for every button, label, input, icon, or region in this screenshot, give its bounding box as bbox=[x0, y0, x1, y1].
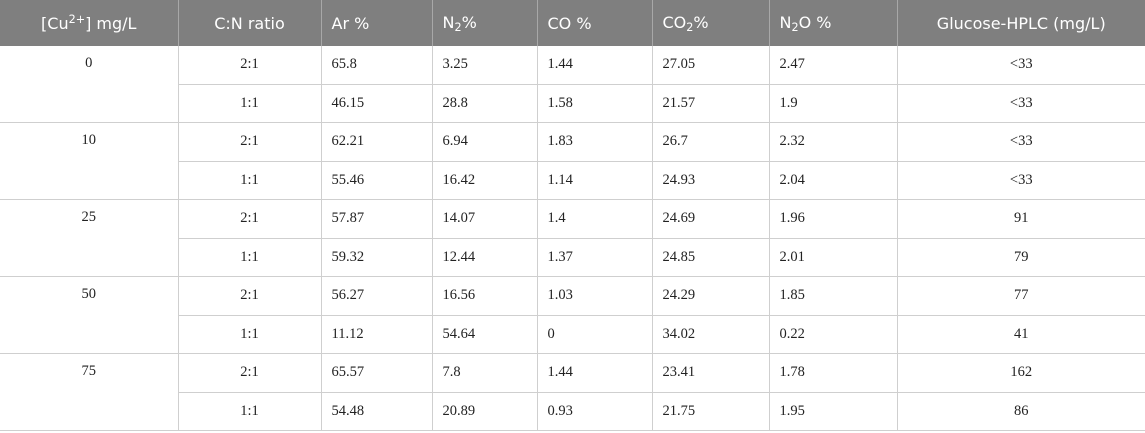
co-cell: 0.93 bbox=[537, 392, 653, 431]
co-cell: 1.4 bbox=[537, 199, 653, 239]
co2-cell: 24.93 bbox=[652, 161, 770, 200]
cn-ratio-cell: 2:1 bbox=[178, 122, 322, 162]
co2-cell: 24.69 bbox=[652, 199, 770, 239]
cn-ratio-cell: 1:1 bbox=[178, 392, 322, 431]
cn-ratio-cell: 1:1 bbox=[178, 84, 322, 123]
header-co: CO % bbox=[537, 0, 653, 46]
co-cell: 1.83 bbox=[537, 122, 653, 162]
glucose-cell: 79 bbox=[897, 238, 1145, 277]
n2o-cell: 2.47 bbox=[769, 46, 898, 85]
cu-concentration-cell: 50 bbox=[0, 276, 179, 354]
co2-cell: 21.57 bbox=[652, 84, 770, 123]
header-n2o: N2O % bbox=[769, 0, 898, 46]
table-row: 25 2:1 57.87 14.07 1.4 24.69 1.96 91 bbox=[0, 199, 1145, 277]
glucose-cell: 41 bbox=[897, 315, 1145, 354]
co2-cell: 21.75 bbox=[652, 392, 770, 431]
header-row: [Cu2+] mg/L C:N ratio Ar % N2% CO % CO2%… bbox=[0, 0, 1145, 46]
table-row: 50 2:1 56.27 16.56 1.03 24.29 1.85 77 bbox=[0, 276, 1145, 354]
co-cell: 0 bbox=[537, 315, 653, 354]
table-row: 0 2:1 65.8 3.25 1.44 27.05 2.47 <33 bbox=[0, 46, 1145, 123]
cn-ratio-cell: 1:1 bbox=[178, 161, 322, 200]
ar-cell: 46.15 bbox=[321, 84, 433, 123]
glucose-cell: 86 bbox=[897, 392, 1145, 431]
n2o-cell: 2.32 bbox=[769, 122, 898, 162]
n2o-cell: 2.01 bbox=[769, 238, 898, 277]
ar-cell: 65.8 bbox=[321, 46, 433, 85]
n2-cell: 28.8 bbox=[432, 84, 538, 123]
co-cell: 1.03 bbox=[537, 276, 653, 316]
ar-cell: 65.57 bbox=[321, 353, 433, 393]
table-body: 0 2:1 65.8 3.25 1.44 27.05 2.47 <33 1:1 46.15 28.8… bbox=[0, 46, 1145, 431]
header-co2: CO2% bbox=[652, 0, 770, 46]
n2o-cell: 1.95 bbox=[769, 392, 898, 431]
table-row: 1:1 11.12 54.64 0 34.02 0.22 41 bbox=[0, 315, 1145, 354]
n2-cell: 16.56 bbox=[432, 276, 538, 316]
glucose-cell: <33 bbox=[897, 161, 1145, 200]
ar-cell: 59.32 bbox=[321, 238, 433, 277]
co-cell: 1.14 bbox=[537, 161, 653, 200]
glucose-cell: <33 bbox=[897, 122, 1145, 162]
co-cell: 1.44 bbox=[537, 46, 653, 85]
ar-cell: 11.12 bbox=[321, 315, 433, 354]
co2-cell: 34.02 bbox=[652, 315, 770, 354]
glucose-cell: 91 bbox=[897, 199, 1145, 239]
n2-cell: 6.94 bbox=[432, 122, 538, 162]
co2-cell: 24.85 bbox=[652, 238, 770, 277]
n2o-cell: 1.96 bbox=[769, 199, 898, 239]
header-cn-ratio: C:N ratio bbox=[178, 0, 322, 46]
cu-concentration-cell: 10 bbox=[0, 122, 179, 200]
glucose-cell: <33 bbox=[897, 84, 1145, 123]
table-row: 10 2:1 62.21 6.94 1.83 26.7 2.32 <33 bbox=[0, 122, 1145, 200]
co-cell: 1.58 bbox=[537, 84, 653, 123]
n2o-cell: 1.78 bbox=[769, 353, 898, 393]
cu-concentration-cell: 25 bbox=[0, 199, 179, 277]
co2-cell: 24.29 bbox=[652, 276, 770, 316]
cu-concentration-cell: 75 bbox=[0, 353, 179, 431]
ar-cell: 56.27 bbox=[321, 276, 433, 316]
header-cu: [Cu2+] mg/L bbox=[0, 0, 179, 46]
n2-cell: 20.89 bbox=[432, 392, 538, 431]
cu-concentration-cell: 0 bbox=[0, 46, 179, 123]
header-ar: Ar % bbox=[321, 0, 433, 46]
table-row: 1:1 54.48 20.89 0.93 21.75 1.95 86 bbox=[0, 392, 1145, 431]
co2-cell: 27.05 bbox=[652, 46, 770, 85]
n2-cell: 12.44 bbox=[432, 238, 538, 277]
cn-ratio-cell: 2:1 bbox=[178, 46, 322, 85]
n2o-cell: 2.04 bbox=[769, 161, 898, 200]
n2o-cell: 1.85 bbox=[769, 276, 898, 316]
n2-cell: 7.8 bbox=[432, 353, 538, 393]
cn-ratio-cell: 2:1 bbox=[178, 199, 322, 239]
glucose-cell: 77 bbox=[897, 276, 1145, 316]
ar-cell: 62.21 bbox=[321, 122, 433, 162]
n2-cell: 16.42 bbox=[432, 161, 538, 200]
cn-ratio-cell: 2:1 bbox=[178, 276, 322, 316]
header-n2: N2% bbox=[432, 0, 538, 46]
cn-ratio-cell: 1:1 bbox=[178, 315, 322, 354]
co2-cell: 26.7 bbox=[652, 122, 770, 162]
ar-cell: 54.48 bbox=[321, 392, 433, 431]
co-cell: 1.37 bbox=[537, 238, 653, 277]
n2-cell: 14.07 bbox=[432, 199, 538, 239]
n2-cell: 3.25 bbox=[432, 46, 538, 85]
header-glucose: Glucose-HPLC (mg/L) bbox=[897, 0, 1145, 46]
co-cell: 1.44 bbox=[537, 353, 653, 393]
glucose-cell: <33 bbox=[897, 46, 1145, 85]
table-row: 1:1 46.15 28.8 1.58 21.57 1.9 <33 bbox=[0, 84, 1145, 123]
co2-cell: 23.41 bbox=[652, 353, 770, 393]
table-row: 1:1 59.32 12.44 1.37 24.85 2.01 79 bbox=[0, 238, 1145, 277]
glucose-cell: 162 bbox=[897, 353, 1145, 393]
n2o-cell: 1.9 bbox=[769, 84, 898, 123]
table-row: 75 2:1 65.57 7.8 1.44 23.41 1.78 162 bbox=[0, 353, 1145, 431]
ar-cell: 55.46 bbox=[321, 161, 433, 200]
cn-ratio-cell: 1:1 bbox=[178, 238, 322, 277]
cn-ratio-cell: 2:1 bbox=[178, 353, 322, 393]
table-row: 1:1 55.46 16.42 1.14 24.93 2.04 <33 bbox=[0, 161, 1145, 200]
ar-cell: 57.87 bbox=[321, 199, 433, 239]
n2-cell: 54.64 bbox=[432, 315, 538, 354]
n2o-cell: 0.22 bbox=[769, 315, 898, 354]
